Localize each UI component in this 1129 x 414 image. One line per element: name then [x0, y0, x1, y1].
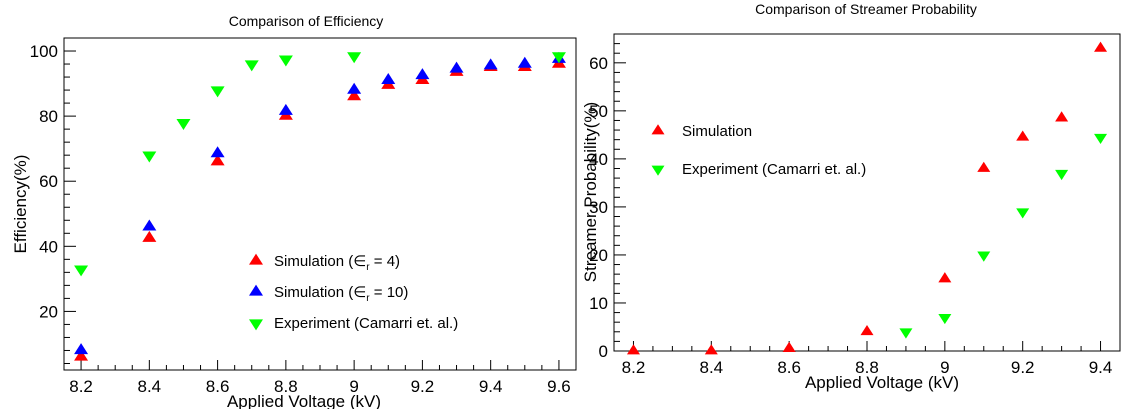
x-tick-label: 9.4 — [1089, 358, 1113, 377]
legend-label: Experiment (Camarri et. al.) — [274, 315, 458, 332]
data-point — [860, 324, 874, 336]
series-1 — [626, 41, 1108, 355]
y-tick-label: 20 — [589, 246, 608, 265]
series-2 — [899, 133, 1108, 339]
data-point — [899, 328, 913, 339]
data-point — [142, 151, 157, 163]
data-point — [74, 349, 89, 361]
data-point — [210, 146, 225, 158]
legend-entry: Experiment (Camarri et. al.) — [249, 315, 458, 332]
data-point — [704, 344, 718, 355]
x-tick-label: 9.4 — [479, 377, 503, 396]
legend-marker — [249, 319, 263, 331]
data-point — [483, 58, 498, 70]
data-point — [517, 56, 532, 68]
data-point — [244, 60, 259, 72]
data-point — [782, 341, 796, 352]
x-tick-label: 9 — [940, 358, 949, 377]
legend-label: Experiment (Camarri et. al.) — [682, 161, 866, 178]
data-point — [1094, 41, 1108, 52]
x-axis-label: Applied Voltage (kV) — [227, 392, 381, 409]
legend-entry: Simulation (∈r = 10) — [249, 284, 408, 304]
legend-entry: Experiment (Camarri et. al.) — [651, 161, 866, 178]
data-point — [347, 82, 362, 94]
y-tick-label: 10 — [589, 294, 608, 313]
x-tick-label: 8.2 — [622, 358, 646, 377]
data-point — [938, 272, 952, 283]
x-tick-label: 8.8 — [855, 358, 879, 377]
legend: Simulation (∈r = 4) Simulation (∈r = 10) E… — [249, 253, 458, 332]
y-tick-label: 60 — [39, 172, 58, 191]
y-tick-label: 60 — [589, 54, 608, 73]
legend-label: Simulation — [682, 123, 752, 140]
data-point — [1016, 130, 1030, 141]
x-tick-label: 9.2 — [411, 377, 435, 396]
y-tick-label: 100 — [30, 42, 58, 61]
y-tick-label: 40 — [589, 150, 608, 169]
data-point — [449, 61, 464, 73]
y-tick-label: 40 — [39, 237, 58, 256]
data-point — [415, 68, 430, 80]
data-point — [278, 55, 293, 67]
data-point — [176, 118, 191, 130]
data-point — [938, 313, 952, 325]
y-tick-label: 50 — [589, 102, 608, 121]
data-point — [142, 230, 157, 242]
legend-marker — [651, 165, 665, 176]
chart-title: Comparison of Efficiency — [229, 13, 384, 29]
legend-entry: Simulation — [651, 123, 752, 140]
data-point — [278, 103, 293, 115]
x-tick-label: 8.8 — [274, 377, 298, 396]
data-point — [74, 265, 89, 277]
data-point — [551, 52, 566, 64]
y-tick-label: 30 — [589, 198, 608, 217]
chart-1: Comparison of Efficiency 8.2 8.4 8.6 8.8 9 9.2… — [11, 13, 577, 411]
x-axis-label: Applied Voltage (kV) — [805, 373, 959, 392]
data-point — [142, 219, 157, 231]
x-tick-label: 9 — [349, 377, 358, 396]
legend-marker — [249, 284, 263, 296]
data-point — [1094, 133, 1108, 145]
series-2 — [74, 51, 566, 355]
legend-label: Simulation (∈r = 10) — [274, 284, 408, 304]
legend: Simulation Experiment (Camarri et. al.) — [651, 123, 866, 178]
data-point — [626, 344, 640, 355]
data-point — [210, 154, 225, 166]
series-1 — [74, 56, 566, 361]
data-point — [977, 161, 991, 172]
chart-title: Comparison of Streamer Probability — [755, 1, 977, 17]
legend-label: Simulation (∈r = 4) — [274, 253, 400, 273]
data-point — [1055, 169, 1069, 181]
data-point — [1055, 111, 1069, 122]
data-point — [74, 343, 89, 355]
plot-frame — [613, 33, 1121, 352]
x-tick-label: 8.2 — [69, 377, 93, 396]
x-tick-label: 8.4 — [138, 377, 162, 396]
data-point — [210, 86, 225, 98]
x-tick-label: 8.4 — [699, 358, 723, 377]
data-point — [347, 89, 362, 101]
y-tick-label: 0 — [599, 342, 608, 361]
y-tick-label: 20 — [39, 302, 58, 321]
x-tick-label: 9.6 — [547, 377, 571, 396]
x-tick-label: 8.6 — [206, 377, 230, 396]
x-tick-label: 8.6 — [777, 358, 801, 377]
y-tick-label: 80 — [39, 107, 58, 126]
data-point — [1016, 208, 1030, 219]
data-point — [381, 72, 396, 84]
y-axis-label: Efficiency(%) — [11, 155, 30, 254]
legend-marker — [249, 253, 263, 265]
series-3 — [74, 52, 566, 277]
data-point — [347, 52, 362, 64]
legend-entry: Simulation (∈r = 4) — [249, 253, 400, 273]
x-tick-label: 9.2 — [1011, 358, 1035, 377]
legend-marker — [651, 124, 665, 135]
y-axis-label: Streamer Probability(%) — [581, 102, 600, 282]
chart-2: Comparison of Streamer Probability 8.2 8.4… — [581, 1, 1121, 392]
data-point — [977, 251, 991, 262]
